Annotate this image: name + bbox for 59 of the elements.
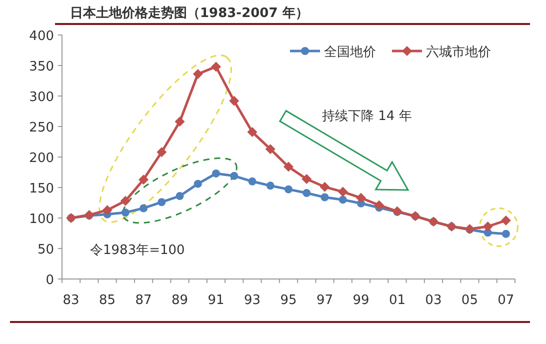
point bbox=[194, 180, 202, 188]
point bbox=[502, 230, 510, 238]
x-tick-label: 89 bbox=[172, 293, 188, 308]
annotation: 持续下降 14 年 bbox=[322, 109, 412, 124]
point bbox=[284, 185, 292, 194]
point bbox=[230, 172, 238, 180]
y-tick-label: 400 bbox=[29, 29, 54, 44]
point bbox=[265, 144, 276, 154]
point bbox=[356, 192, 366, 203]
point bbox=[302, 188, 311, 197]
point bbox=[284, 162, 294, 172]
point bbox=[174, 116, 185, 127]
point bbox=[158, 198, 166, 206]
y-tick-label: 50 bbox=[37, 242, 54, 258]
y-tick-label: 0 bbox=[46, 273, 54, 288]
point bbox=[500, 215, 511, 226]
y-tick-label: 200 bbox=[29, 151, 54, 166]
point bbox=[211, 62, 222, 72]
point bbox=[320, 193, 329, 202]
x-tick-label: 91 bbox=[208, 293, 224, 308]
x-tick-label: 01 bbox=[388, 293, 406, 308]
x-tick-label: 85 bbox=[99, 293, 116, 308]
x-tick-label: 93 bbox=[244, 293, 261, 308]
point bbox=[320, 182, 330, 192]
x-tick-label: 97 bbox=[316, 293, 334, 308]
x-tick-label: 05 bbox=[461, 293, 478, 308]
point bbox=[248, 177, 256, 186]
y-tick-label: 100 bbox=[29, 212, 54, 227]
y-tick-label: 150 bbox=[29, 182, 54, 196]
point bbox=[247, 126, 258, 137]
point bbox=[338, 186, 348, 197]
point bbox=[140, 204, 148, 212]
point bbox=[138, 174, 149, 185]
point bbox=[156, 147, 167, 158]
y-tick-label: 350 bbox=[29, 60, 54, 74]
point bbox=[338, 196, 347, 204]
y-tick-label: 300 bbox=[29, 90, 54, 105]
point bbox=[482, 222, 493, 232]
point bbox=[102, 205, 112, 216]
point bbox=[121, 208, 130, 217]
point bbox=[266, 182, 274, 190]
legend-label: 六城市地价 bbox=[426, 45, 491, 60]
title: 日本土地价格走势图（1983-2007 年） bbox=[70, 6, 308, 21]
annotation: 令1983年=100 bbox=[90, 243, 185, 258]
x-tick-label: 03 bbox=[425, 293, 442, 308]
point bbox=[212, 169, 220, 178]
point bbox=[120, 196, 130, 206]
point bbox=[192, 69, 203, 80]
point bbox=[302, 174, 312, 184]
legend-label: 全国地价 bbox=[324, 45, 376, 60]
x-tick-label: 07 bbox=[498, 293, 514, 308]
x-tick-label: 83 bbox=[62, 293, 80, 308]
x-tick-label: 87 bbox=[135, 293, 152, 308]
point bbox=[229, 96, 240, 106]
x-tick-label: 95 bbox=[280, 293, 297, 308]
y-tick-label: 250 bbox=[29, 120, 54, 136]
x-tick-label: 99 bbox=[352, 293, 370, 308]
point bbox=[374, 200, 384, 210]
point bbox=[176, 192, 184, 200]
